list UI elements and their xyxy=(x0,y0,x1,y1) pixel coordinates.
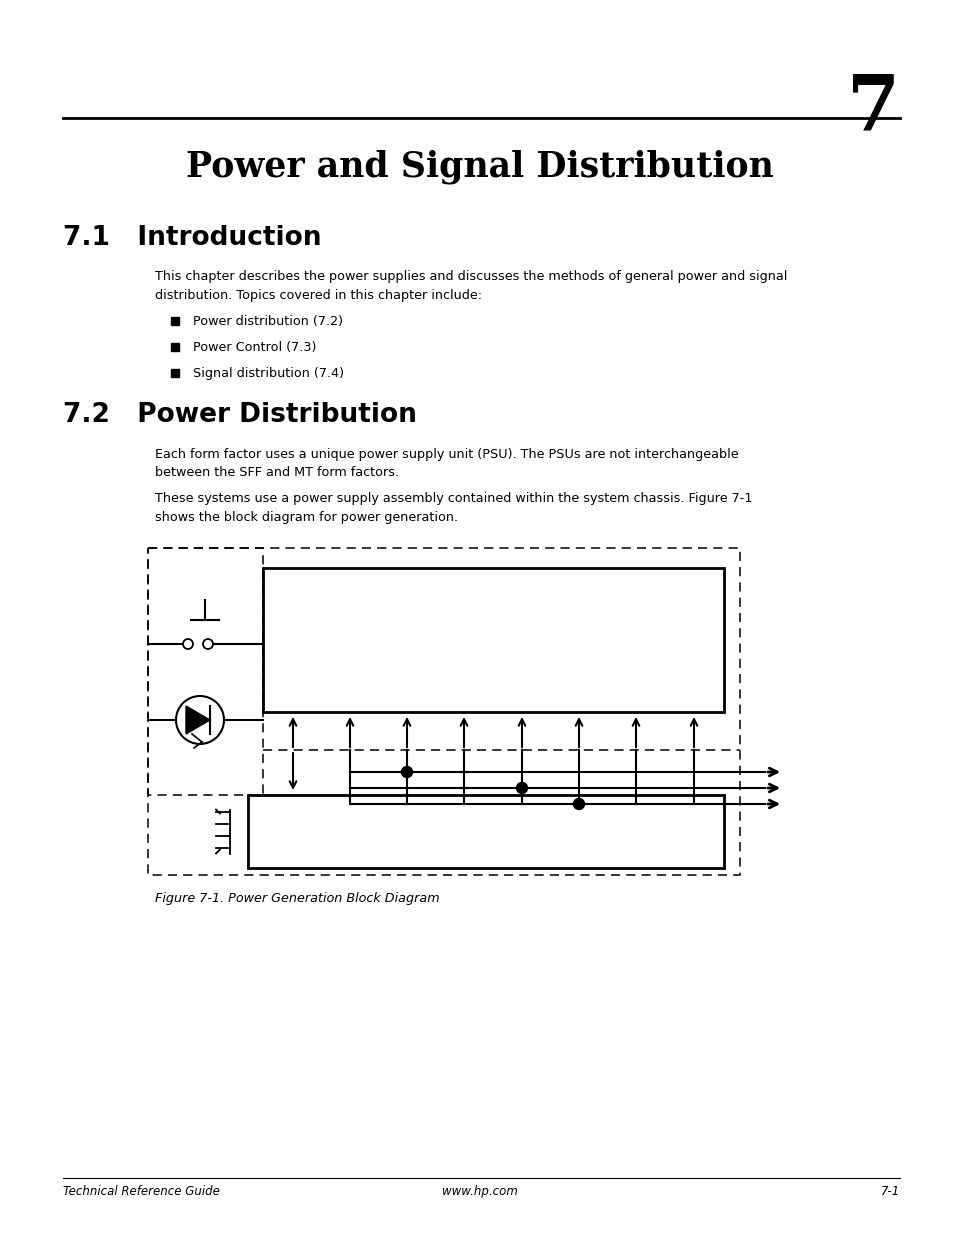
Circle shape xyxy=(573,799,584,809)
Text: 7.1   Introduction: 7.1 Introduction xyxy=(63,225,321,251)
Text: 7.2   Power Distribution: 7.2 Power Distribution xyxy=(63,403,416,429)
Text: Power distribution (7.2): Power distribution (7.2) xyxy=(193,315,343,327)
Bar xyxy=(171,369,179,377)
Text: 7: 7 xyxy=(846,72,899,146)
Text: Each form factor uses a unique power supply unit (PSU). The PSUs are not interch: Each form factor uses a unique power sup… xyxy=(154,448,738,479)
Text: Signal distribution (7.4): Signal distribution (7.4) xyxy=(193,367,344,379)
Text: Power Control (7.3): Power Control (7.3) xyxy=(193,341,316,353)
Text: This chapter describes the power supplies and discusses the methods of general p: This chapter describes the power supplie… xyxy=(154,270,786,301)
Text: These systems use a power supply assembly contained within the system chassis. F: These systems use a power supply assembl… xyxy=(154,492,752,524)
Text: Figure 7-1. Power Generation Block Diagram: Figure 7-1. Power Generation Block Diagr… xyxy=(154,892,439,905)
Bar xyxy=(171,343,179,351)
Text: Power and Signal Distribution: Power and Signal Distribution xyxy=(186,149,773,184)
Circle shape xyxy=(516,783,527,794)
Text: 7-1: 7-1 xyxy=(880,1186,899,1198)
Polygon shape xyxy=(186,706,210,734)
Text: www.hp.com: www.hp.com xyxy=(441,1186,517,1198)
Bar xyxy=(171,317,179,325)
Text: Technical Reference Guide: Technical Reference Guide xyxy=(63,1186,219,1198)
Circle shape xyxy=(401,767,412,778)
